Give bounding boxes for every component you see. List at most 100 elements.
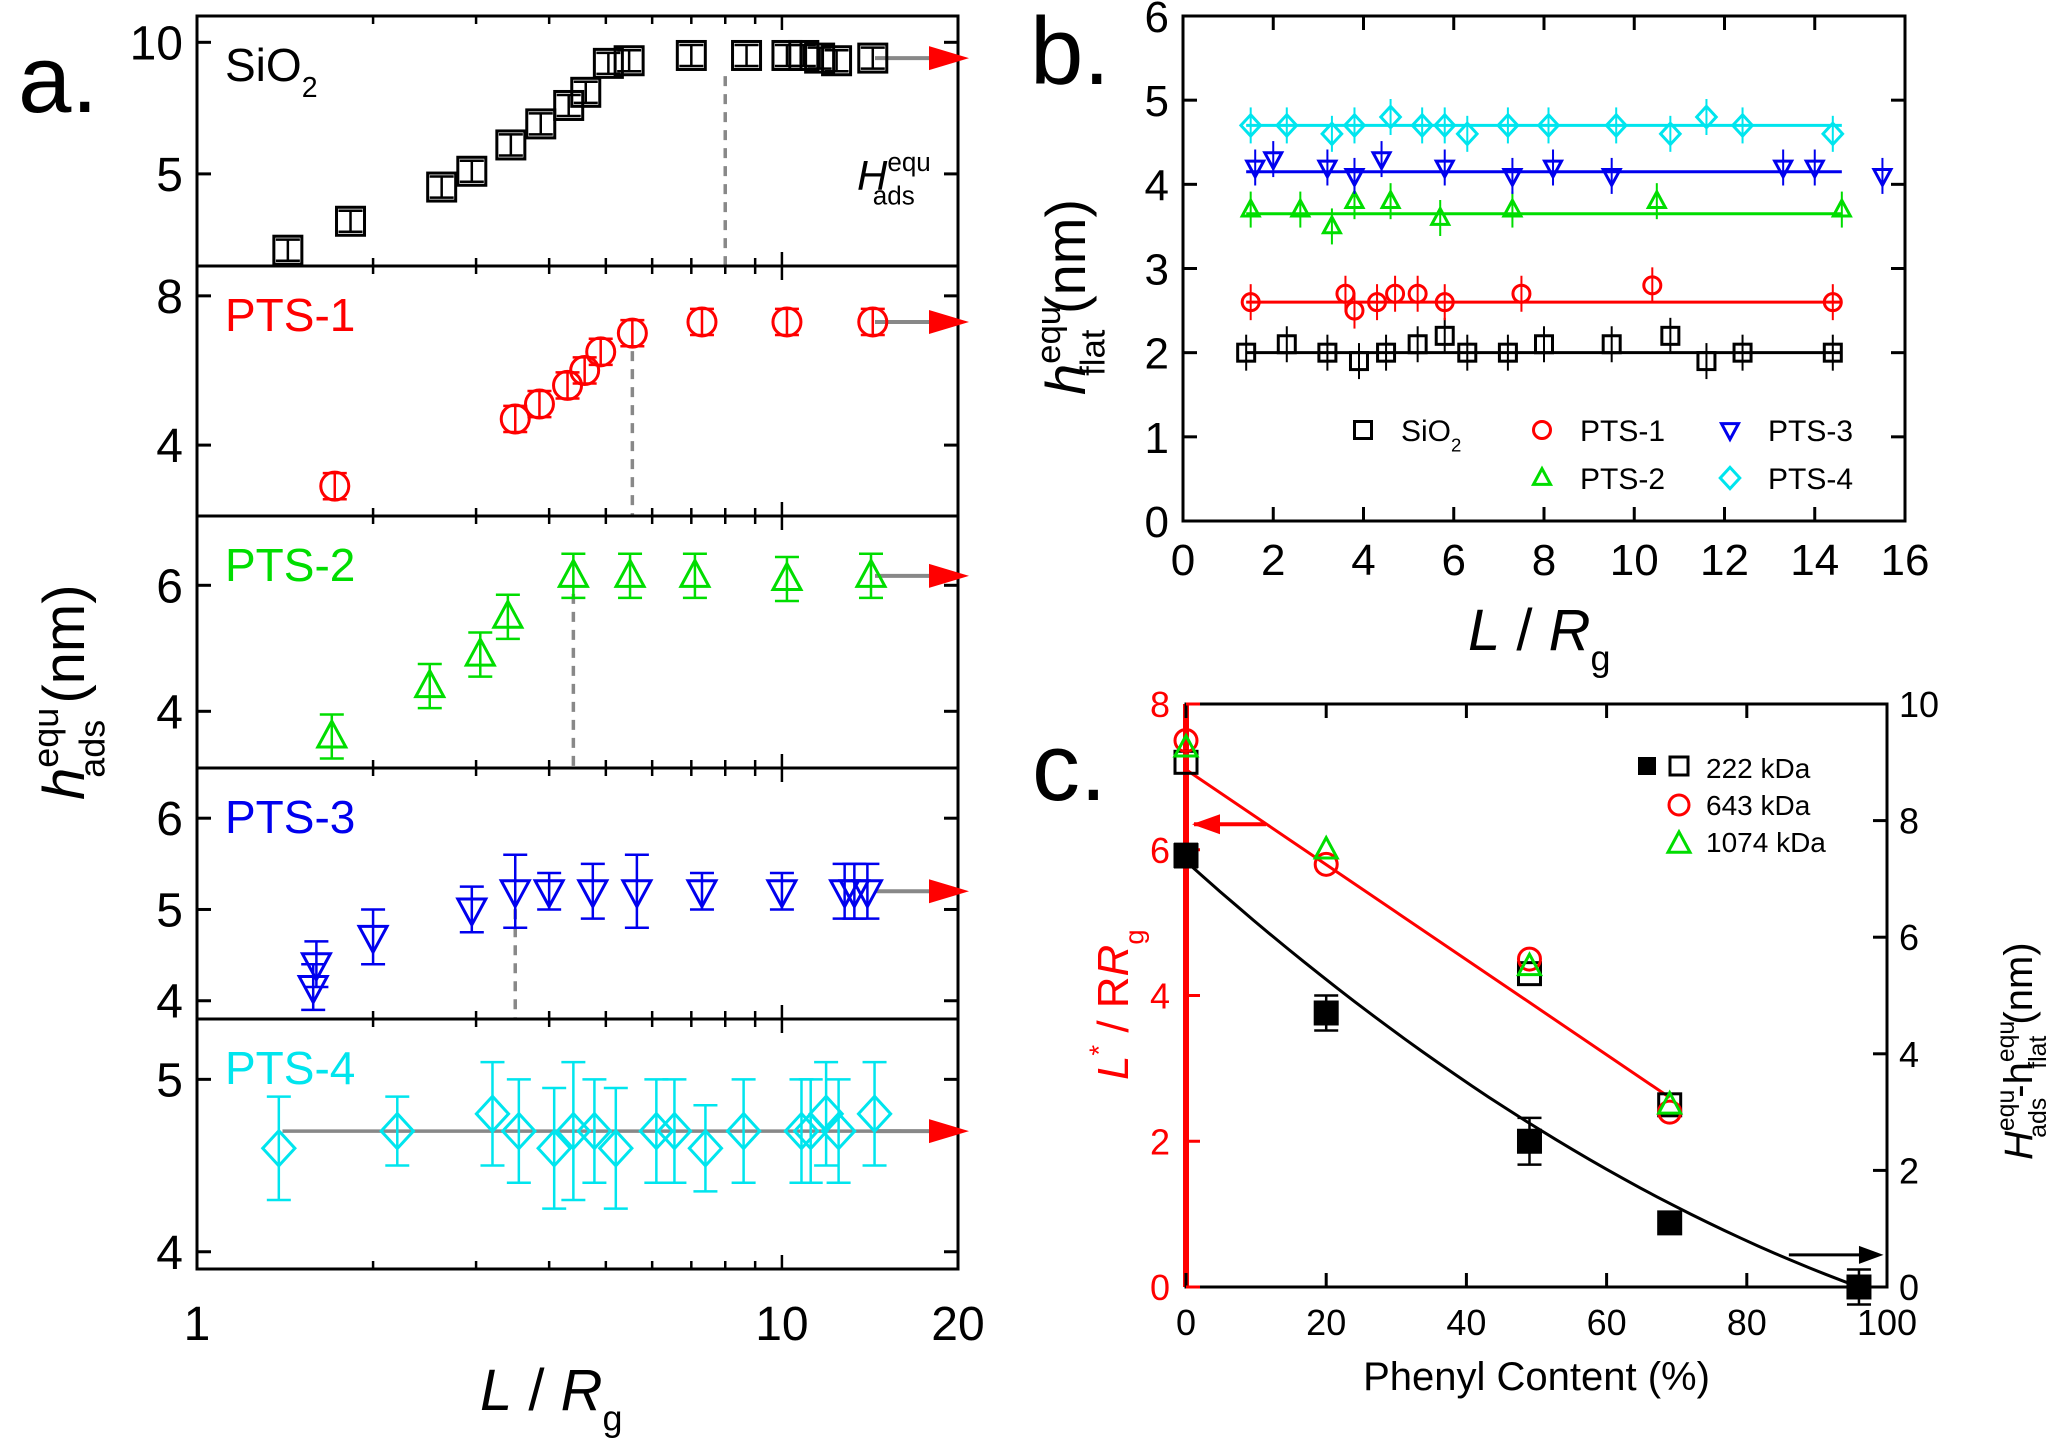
panel-a-point-pts-3	[620, 879, 654, 910]
panel-b-ylabel-part: (nm)	[1034, 199, 1097, 330]
panel-b-point-pts-3	[1262, 151, 1285, 172]
panel-a-point-sio2	[675, 39, 707, 71]
panel-a-point-sio2	[592, 47, 624, 79]
panel-b-point-pts-1	[1407, 283, 1428, 304]
panel-b-legend-label-pts-4: PTS-4	[1768, 463, 1853, 496]
panel-b-point-pts-4	[1658, 120, 1683, 147]
panel-a-point-sio2	[570, 76, 602, 108]
panel-a-point-sio2	[272, 234, 304, 266]
panel-b-xlabel-part: g	[1591, 637, 1611, 678]
panel-b-xtick-label: 16	[1881, 536, 1930, 585]
panel-b-point-pts-2	[1379, 188, 1402, 210]
panel-b-xtick-label: 0	[1171, 536, 1195, 585]
panel-a-point-pts-1	[771, 306, 803, 338]
panel-a-annotation: Hequ ads	[857, 147, 931, 211]
panel-c-ytick-left-label: 6	[1150, 830, 1170, 871]
panel-b-point-sio2	[1660, 325, 1681, 346]
panel-b-point-pts-4	[1604, 112, 1629, 139]
panel-b-ytick-label: 1	[1145, 414, 1169, 463]
panel-a-point-pts-2	[463, 636, 497, 667]
panel-a-ylabel-part: (nm)	[32, 584, 97, 719]
panel-a-point-pts-3	[850, 879, 884, 910]
panel-b-point-sio2	[1434, 325, 1455, 346]
panel-a-xlabel: L / Rg	[480, 1358, 623, 1438]
panel-a-ytick-label-3: 4	[156, 686, 183, 739]
panel-c-point-222-kda	[1846, 1274, 1872, 1300]
panel-b-xlabel-part: R	[1549, 598, 1591, 663]
panel-a-point-pts-4	[536, 1128, 573, 1169]
panel-c-xtick-label: 0	[1176, 1302, 1196, 1343]
panel-a-point-pts-2	[678, 557, 712, 588]
panel-b-xtick-label: 4	[1351, 536, 1375, 585]
panel-c-legend-marker-open-square	[1668, 755, 1690, 777]
panel-c-xtick-label: 40	[1446, 1302, 1486, 1343]
panel-b-point-pts-2	[1343, 188, 1366, 210]
panel-a-ytick-label-3: 6	[156, 560, 183, 613]
panel-a-point-pts-3	[685, 879, 719, 910]
panel-c-ytick-right-label: 2	[1899, 1150, 1919, 1191]
panel-b-point-pts-4	[1496, 112, 1520, 139]
panel-b-point-pts-1	[1344, 300, 1365, 321]
panel-a-point-pts-4	[597, 1128, 634, 1169]
panel-b-point-sio2	[1534, 334, 1554, 355]
panel-a-point-pts-3	[356, 924, 390, 956]
panel-b-point-sio2	[1376, 342, 1397, 363]
panel-a-point-pts-3	[455, 897, 489, 929]
panel-c-point-643-kda	[1313, 851, 1339, 877]
panel-b-point-pts-1	[1240, 292, 1261, 313]
panel-a-point-sio2	[731, 39, 763, 71]
panel-b-point-pts-4	[1694, 104, 1719, 130]
panel-a-arrow-1-head	[929, 46, 969, 71]
panel-b-point-pts-1	[1642, 275, 1663, 296]
panel-b-point-pts-4	[1238, 112, 1263, 139]
panel-a-annotation-part: ads	[873, 181, 915, 211]
panel-a-point-pts-1	[523, 388, 555, 420]
panel-a-annotation-part: equ	[887, 147, 930, 177]
panel-a-point-pts-4	[576, 1111, 613, 1151]
panel-b-point-pts-4	[1378, 104, 1403, 130]
panel-c-legend-marker-643	[1667, 793, 1691, 817]
panel-a-point-pts-2	[556, 557, 590, 588]
panel-c-legend-label-222: 222 kDa	[1706, 753, 1811, 784]
panel-a-xtick-label: 20	[931, 1298, 984, 1351]
panel-a-ytick-label-4: 6	[156, 793, 183, 846]
panel-a-point-pts-4	[807, 1094, 845, 1134]
panel-a-label-pts-3-part: PTS-3	[225, 791, 355, 843]
panel-a-point-pts-1	[616, 317, 648, 349]
panel-a-point-pts-2	[854, 557, 888, 588]
panel-a-annotation-part: H	[857, 152, 888, 199]
panel-a-point-pts-4	[379, 1111, 416, 1151]
panel-b-point-pts-3	[1501, 168, 1524, 189]
panel-a-point-sio2	[495, 129, 527, 161]
panel-b-point-pts-2	[1501, 197, 1524, 218]
panel-b-point-pts-4	[1820, 120, 1845, 147]
panel-b-ytick-label: 4	[1145, 161, 1169, 210]
panel-b-point-pts-3	[1316, 159, 1339, 181]
panel-b-point-pts-1	[1385, 283, 1406, 304]
panel-b-point-pts-4	[1432, 112, 1457, 139]
panel-b-ytick-label: 0	[1145, 498, 1169, 547]
panel-b-xlabel: L / Rg	[1468, 598, 1611, 678]
panel-a-point-sio2	[613, 45, 645, 77]
panel-a-point-sio2	[426, 171, 458, 203]
panel-b-ylabel-part: flat	[1075, 329, 1113, 376]
panel-b-ylabel-part: equ	[1030, 306, 1068, 364]
panel-b-point-pts-1	[1822, 292, 1843, 313]
panel-c-ytick-left-label: 4	[1150, 976, 1170, 1017]
panel-a-point-pts-4	[820, 1111, 857, 1151]
panel-c-ylabel-right-part: equ	[1993, 1021, 2020, 1062]
panel-c-point-222-kda	[1516, 1128, 1542, 1154]
panel-a-label-pts-3: PTS-3	[225, 791, 355, 843]
panel-b-legend-label-pts-1: PTS-1	[1580, 415, 1665, 448]
panel-a-subplot-frame-1	[195, 14, 960, 268]
panel-c-point-1074-kda	[1172, 732, 1200, 758]
panel-c-ylabel-right-part: equ	[1993, 1090, 2020, 1131]
panel-a-ytick-label-4: 5	[156, 884, 183, 937]
panel-a-point-pts-2	[613, 557, 647, 588]
panel-a-point-sio2	[525, 108, 557, 140]
panel-a-point-sio2	[335, 205, 367, 237]
panel-a-arrow-2-head	[929, 309, 969, 334]
panel-a-point-pts-1	[569, 354, 601, 386]
